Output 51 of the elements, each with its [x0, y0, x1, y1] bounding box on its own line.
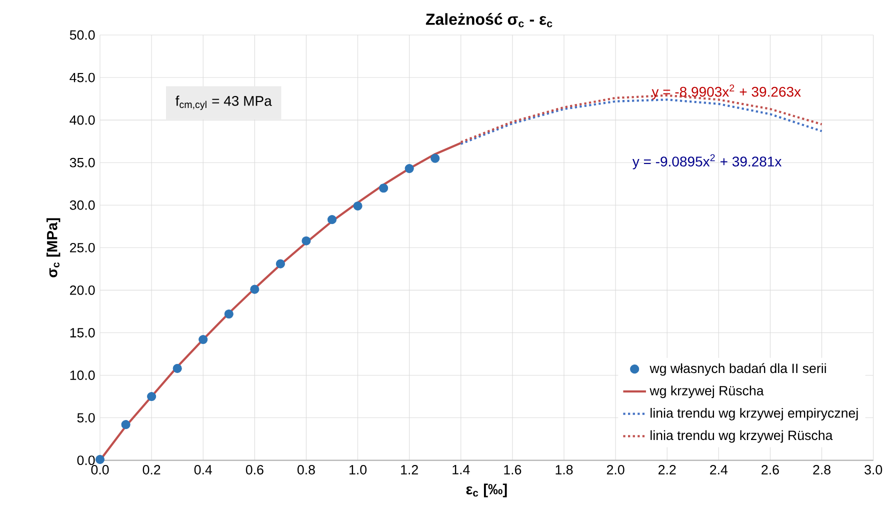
x-axis-title: ε$_{c}$ [‰]: [466, 484, 507, 498]
y-axis-title: σ$_{c}$ [MPa]: [46, 218, 60, 278]
point: [198, 334, 208, 344]
legend-label: linia trendu wg krzywej Rüscha: [650, 430, 833, 443]
y-tick-label: 30.0: [70, 200, 95, 210]
legend-label: linia trendu wg krzywej empirycznej: [650, 408, 858, 420]
point: [147, 392, 156, 402]
annotation: y = -9.0895x$^{2}$ + 39.281x: [632, 154, 782, 170]
x-tick-label: 2.0: [606, 465, 624, 474]
x-tick-label: 3.0: [864, 465, 882, 474]
point: [353, 201, 362, 211]
x-tick-label: 0.6: [246, 465, 264, 474]
annotation: y = -8.9903x$^{2}$ + 39.263x: [652, 84, 801, 100]
x-tick-label: 1.2: [401, 465, 418, 474]
x-tick-label: 2.6: [762, 465, 779, 474]
point: [327, 215, 337, 224]
point: [379, 184, 388, 193]
x-tick-label: 2.2: [658, 465, 676, 474]
x-tick-label: 0.0: [91, 465, 109, 474]
x-tick-label: 0.2: [142, 465, 160, 474]
point: [172, 364, 182, 373]
point: [302, 236, 311, 246]
point: [224, 309, 234, 319]
x-tick-label: 2.4: [710, 465, 728, 474]
point: [276, 259, 285, 268]
x-tick-label: 1.0: [350, 465, 367, 474]
y-tick-label: 40.0: [70, 115, 95, 125]
legend-label: wg własnych badań dla II serii: [650, 363, 826, 376]
y-tick-label: 45.0: [70, 72, 95, 82]
point: [404, 164, 414, 174]
x-tick-label: 1.6: [504, 465, 522, 474]
x-tick-label: 1.4: [452, 465, 470, 474]
x-tick-label: 1.8: [556, 465, 573, 474]
y-tick-label: 35.0: [70, 158, 95, 168]
x-tick-label: 0.8: [297, 465, 315, 474]
x-tick-label: 0.4: [194, 465, 212, 474]
legend-label: wg krzywej Rüscha: [650, 386, 764, 398]
y-tick-label: 0.0: [77, 456, 95, 466]
point: [95, 454, 105, 464]
point: [121, 420, 130, 430]
x-tick-label: 2.8: [813, 465, 830, 474]
y-tick-label: 5.0: [77, 413, 95, 423]
y-tick-label: 50.0: [70, 30, 95, 40]
y-tick-label: 25.0: [70, 242, 95, 252]
point: [250, 284, 260, 294]
annotation: f$_{cm,cyl}$ = 43 MPa: [176, 96, 272, 110]
y-tick-label: 20.0: [70, 285, 95, 295]
y-tick-label: 10.0: [70, 370, 95, 380]
y-tick-label: 15.0: [70, 328, 95, 338]
point: [430, 154, 440, 163]
chart-title: Zależność σ$_{c}$ - ε$_{c}$: [426, 13, 552, 28]
